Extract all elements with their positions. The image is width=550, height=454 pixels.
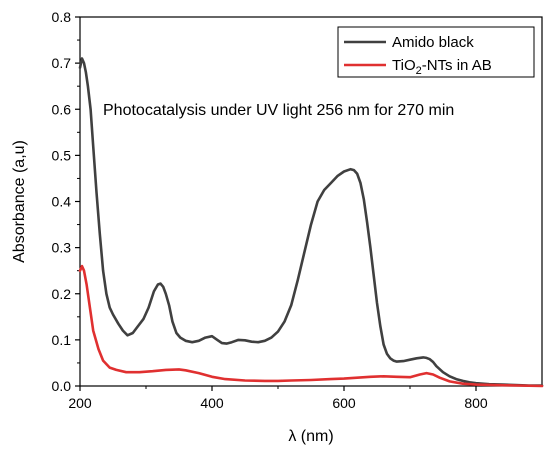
x-tick-label: 200 bbox=[68, 395, 92, 411]
y-tick-label: 0.0 bbox=[52, 378, 72, 394]
legend-label-amido-black: Amido black bbox=[392, 34, 474, 51]
y-tick-label: 0.2 bbox=[52, 286, 72, 302]
y-tick-label: 0.1 bbox=[52, 332, 72, 348]
y-tick-label: 0.5 bbox=[52, 147, 72, 163]
y-tick-label: 0.6 bbox=[52, 101, 72, 117]
y-tick-label: 0.8 bbox=[52, 9, 72, 25]
x-axis-label: λ (nm) bbox=[288, 428, 333, 445]
legend-label-tio2: TiO2-NTs in AB bbox=[392, 57, 492, 77]
x-tick-label: 400 bbox=[200, 395, 224, 411]
y-tick-label: 0.3 bbox=[52, 240, 72, 256]
y-axis-label: Absorbance (a,u) bbox=[11, 140, 28, 263]
amido-black-series-line bbox=[78, 57, 544, 387]
legend-box bbox=[337, 26, 535, 78]
tio2-ntsab-series-line bbox=[78, 264, 544, 388]
y-tick-label: 0.7 bbox=[52, 55, 72, 71]
x-tick-label: 800 bbox=[464, 395, 488, 411]
annotation-text: Photocatalysis under UV light 256 nm for… bbox=[103, 102, 454, 119]
x-tick-label: 600 bbox=[332, 395, 356, 411]
y-tick-label: 0.4 bbox=[52, 194, 72, 210]
